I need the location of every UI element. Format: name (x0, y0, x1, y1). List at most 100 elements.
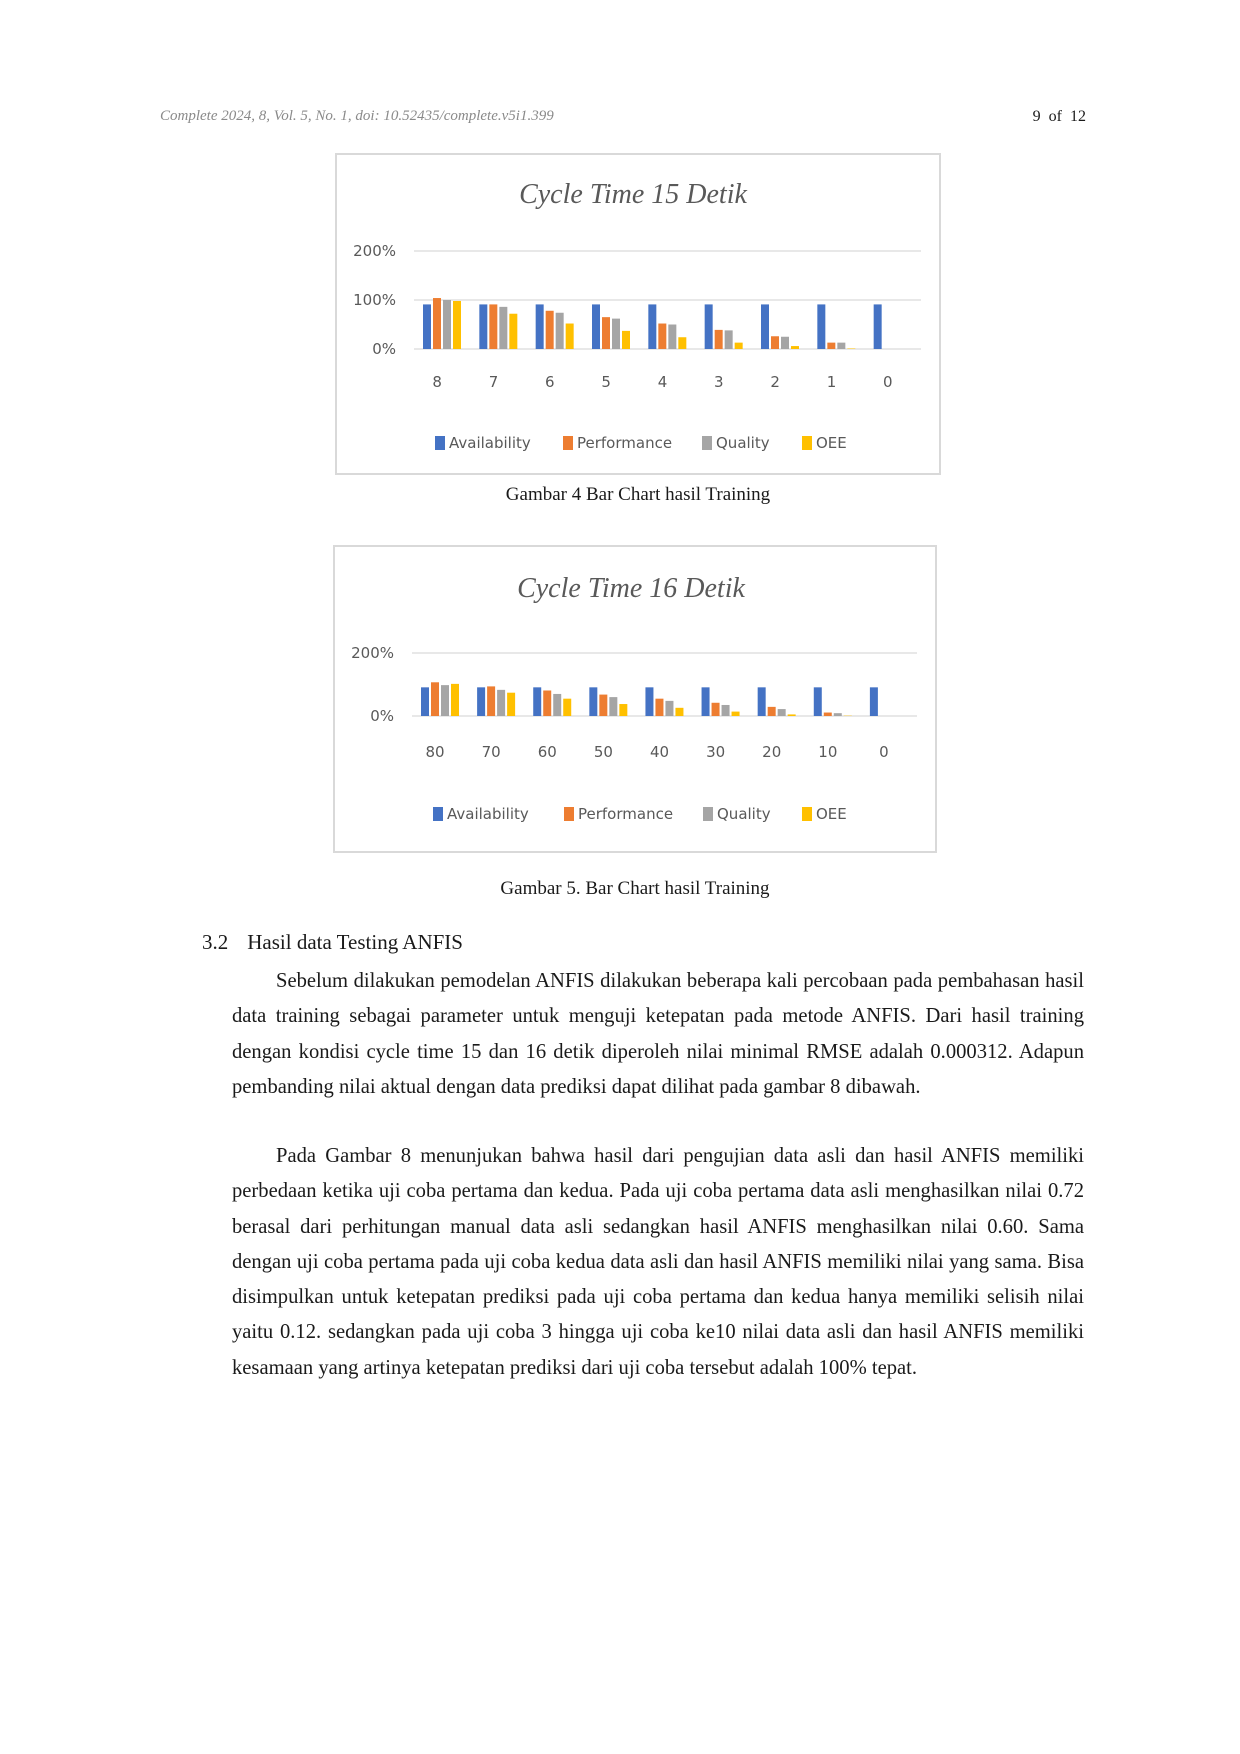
bar-performance (767, 706, 776, 716)
bar-availability (701, 687, 710, 716)
page-total: 12 (1070, 108, 1086, 125)
bar-quality (553, 693, 562, 716)
x-tick-label: 10 (818, 743, 837, 761)
bar-oee (787, 714, 796, 716)
x-tick-label: 3 (714, 373, 724, 391)
legend-swatch (433, 807, 443, 821)
x-tick-label: 7 (489, 373, 499, 391)
page-number: 9 (1032, 108, 1041, 125)
y-tick-label: 0% (370, 707, 394, 725)
bar-oee (563, 698, 572, 716)
bar-quality (499, 306, 508, 349)
section-heading: 3.2 Hasil data Testing ANFIS (202, 930, 463, 955)
legend-swatch (802, 436, 812, 450)
x-tick-label: 6 (545, 373, 555, 391)
bar-availability (813, 687, 822, 716)
x-tick-label: 40 (650, 743, 669, 761)
figure-4-caption: Gambar 4 Bar Chart hasil Training (505, 484, 771, 505)
x-tick-label: 60 (538, 743, 557, 761)
bar-quality (497, 689, 506, 716)
section-title: Hasil data Testing ANFIS (247, 930, 463, 954)
bar-availability (535, 304, 544, 349)
bar-availability (761, 304, 769, 349)
bar-availability (533, 687, 542, 716)
bar-availability (423, 304, 431, 349)
bar-quality (443, 300, 451, 349)
y-tick-label: 200% (351, 644, 394, 662)
bar-quality (724, 330, 733, 349)
bar-availability (704, 304, 713, 349)
page-of-label: of (1048, 108, 1062, 125)
legend-swatch (802, 807, 812, 821)
bar-availability (589, 687, 598, 716)
x-tick-label: 20 (762, 743, 781, 761)
chart-title: Cycle Time 16 Detik (517, 573, 745, 604)
bar-oee (622, 330, 630, 349)
bar-performance (658, 323, 667, 349)
y-tick-label: 200% (353, 242, 396, 260)
legend-swatch (702, 436, 712, 450)
bar-performance (433, 298, 441, 349)
bar-oee (731, 711, 740, 716)
bar-oee (734, 342, 743, 349)
bar-oee (451, 683, 459, 716)
bar-performance (487, 686, 496, 716)
bar-availability (817, 304, 826, 349)
bar-availability (421, 687, 429, 716)
chart-title: Cycle Time 15 Detik (519, 179, 747, 210)
bar-quality (837, 342, 846, 349)
legend-label: OEE (816, 805, 847, 823)
figure-5-caption: Gambar 5. Bar Chart hasil Training (500, 878, 770, 899)
bar-performance (431, 682, 439, 716)
legend-label: OEE (816, 434, 847, 452)
bar-availability (645, 687, 654, 716)
x-tick-label: 30 (706, 743, 725, 761)
bar-quality (833, 713, 842, 716)
bar-oee (507, 692, 516, 716)
bar-chart-cycle-time-15: Cycle Time 15 Detik 0% 100% 200% 8 7 6 5 4 3 2 1 0 Av… (353, 179, 921, 452)
legend-label: Availability (449, 434, 531, 452)
running-header: Complete 2024, 8, Vol. 5, No. 1, doi: 10… (160, 108, 1086, 130)
figure-5-chart: Cycle Time 16 Detik 0% 200% 80 70 60 50 40 30 20 1… (333, 545, 937, 853)
y-tick-label: 100% (353, 291, 396, 309)
bar-oee (619, 704, 628, 716)
figure-4-chart: Cycle Time 15 Detik 0% 100% 200% 8 7 6 5 4 3 2 1 0 Av… (335, 153, 941, 475)
bar-quality (612, 318, 620, 349)
bar-performance (714, 329, 723, 349)
bar-quality (721, 704, 730, 716)
bar-performance (602, 317, 610, 349)
bar-availability (479, 304, 488, 349)
bar-quality (555, 312, 564, 349)
x-tick-label: 50 (594, 743, 613, 761)
bar-chart-cycle-time-16: Cycle Time 16 Detik 0% 200% 80 70 60 50 40 30 20 1… (351, 573, 917, 823)
legend-label: Availability (447, 805, 529, 823)
legend-label: Quality (716, 434, 770, 452)
x-tick-label: 5 (601, 373, 611, 391)
bar-performance (827, 342, 836, 349)
page-indicator: 9 of 12 (1033, 108, 1086, 126)
bar-oee (678, 337, 687, 349)
legend-swatch (563, 436, 573, 450)
legend-label: Performance (577, 434, 672, 452)
legend-swatch (703, 807, 713, 821)
bar-oee (791, 346, 799, 349)
x-tick-label: 2 (770, 373, 780, 391)
bar-oee (509, 313, 518, 349)
bar-performance (823, 712, 832, 716)
x-tick-label: 80 (426, 743, 445, 761)
bar-quality (441, 685, 449, 716)
section-number: 3.2 (202, 930, 229, 954)
x-tick-label: 1 (827, 373, 837, 391)
x-tick-label: 0 (883, 373, 893, 391)
bar-quality (777, 709, 786, 716)
legend-label: Performance (578, 805, 673, 823)
x-tick-label: 0 (879, 743, 889, 761)
bar-performance (771, 336, 779, 349)
body-paragraph: Pada Gambar 8 menunjukan bahwa hasil dar… (232, 1145, 1084, 1379)
bar-quality (609, 697, 618, 716)
bar-quality (665, 700, 674, 716)
legend-swatch (564, 807, 574, 821)
journal-citation: Complete 2024, 8, Vol. 5, No. 1, doi: 10… (160, 108, 554, 124)
bar-oee (565, 323, 574, 349)
legend-swatch (435, 436, 445, 450)
